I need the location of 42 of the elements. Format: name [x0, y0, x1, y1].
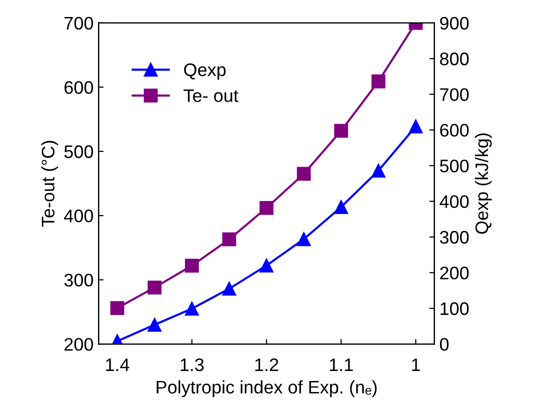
- y-tick-label: 200: [64, 338, 94, 351]
- point: [260, 258, 274, 272]
- y2-axis-title: Qexp (kJ/kg): [474, 133, 492, 234]
- y-axis-title: Te-out (°C): [41, 140, 58, 227]
- y-tick-label: 700: [64, 16, 94, 30]
- point: [334, 124, 348, 138]
- y2-tick-label: 600: [440, 124, 469, 137]
- point: [148, 280, 162, 294]
- legend-label: Te- out: [184, 89, 238, 102]
- y2-tick-label: 700: [440, 88, 469, 102]
- y2-tick-label: 300: [440, 230, 469, 244]
- point: [260, 200, 274, 215]
- y2-tick-label: 900: [440, 16, 469, 30]
- point: [296, 232, 311, 246]
- point: [408, 119, 423, 134]
- x-axis-title: Polytropic index of Exp. (nₑ): [156, 380, 377, 398]
- y-tick-label: 300: [64, 274, 94, 287]
- point: [184, 258, 199, 273]
- y2-tick-label: 500: [440, 160, 469, 172]
- point: [371, 164, 386, 178]
- y2-tick-label: 0: [440, 338, 449, 351]
- x-tick-label: 1.1: [330, 358, 353, 371]
- y2-tick-label: 400: [440, 195, 469, 208]
- x-tick-label: 1.2: [255, 358, 278, 371]
- y2-tick-label: 100: [440, 302, 469, 316]
- y-tick-label: 500: [64, 145, 94, 158]
- point: [371, 74, 386, 88]
- point: [184, 302, 199, 316]
- x-tick-label: 1.3: [180, 358, 204, 372]
- y-tick-label: 600: [64, 81, 94, 94]
- point: [334, 200, 348, 214]
- point: [148, 318, 162, 332]
- x-tick-label: 1: [412, 358, 420, 371]
- legend-label: Qexp: [184, 63, 226, 80]
- point: [222, 232, 236, 246]
- y2-tick-label: 200: [440, 266, 469, 280]
- y2-tick-label: 800: [440, 52, 469, 66]
- point: [110, 301, 124, 316]
- y-tick-label: 400: [64, 210, 94, 222]
- point: [296, 166, 311, 181]
- point: [222, 282, 236, 296]
- x-tick-label: 1.4: [106, 358, 130, 371]
